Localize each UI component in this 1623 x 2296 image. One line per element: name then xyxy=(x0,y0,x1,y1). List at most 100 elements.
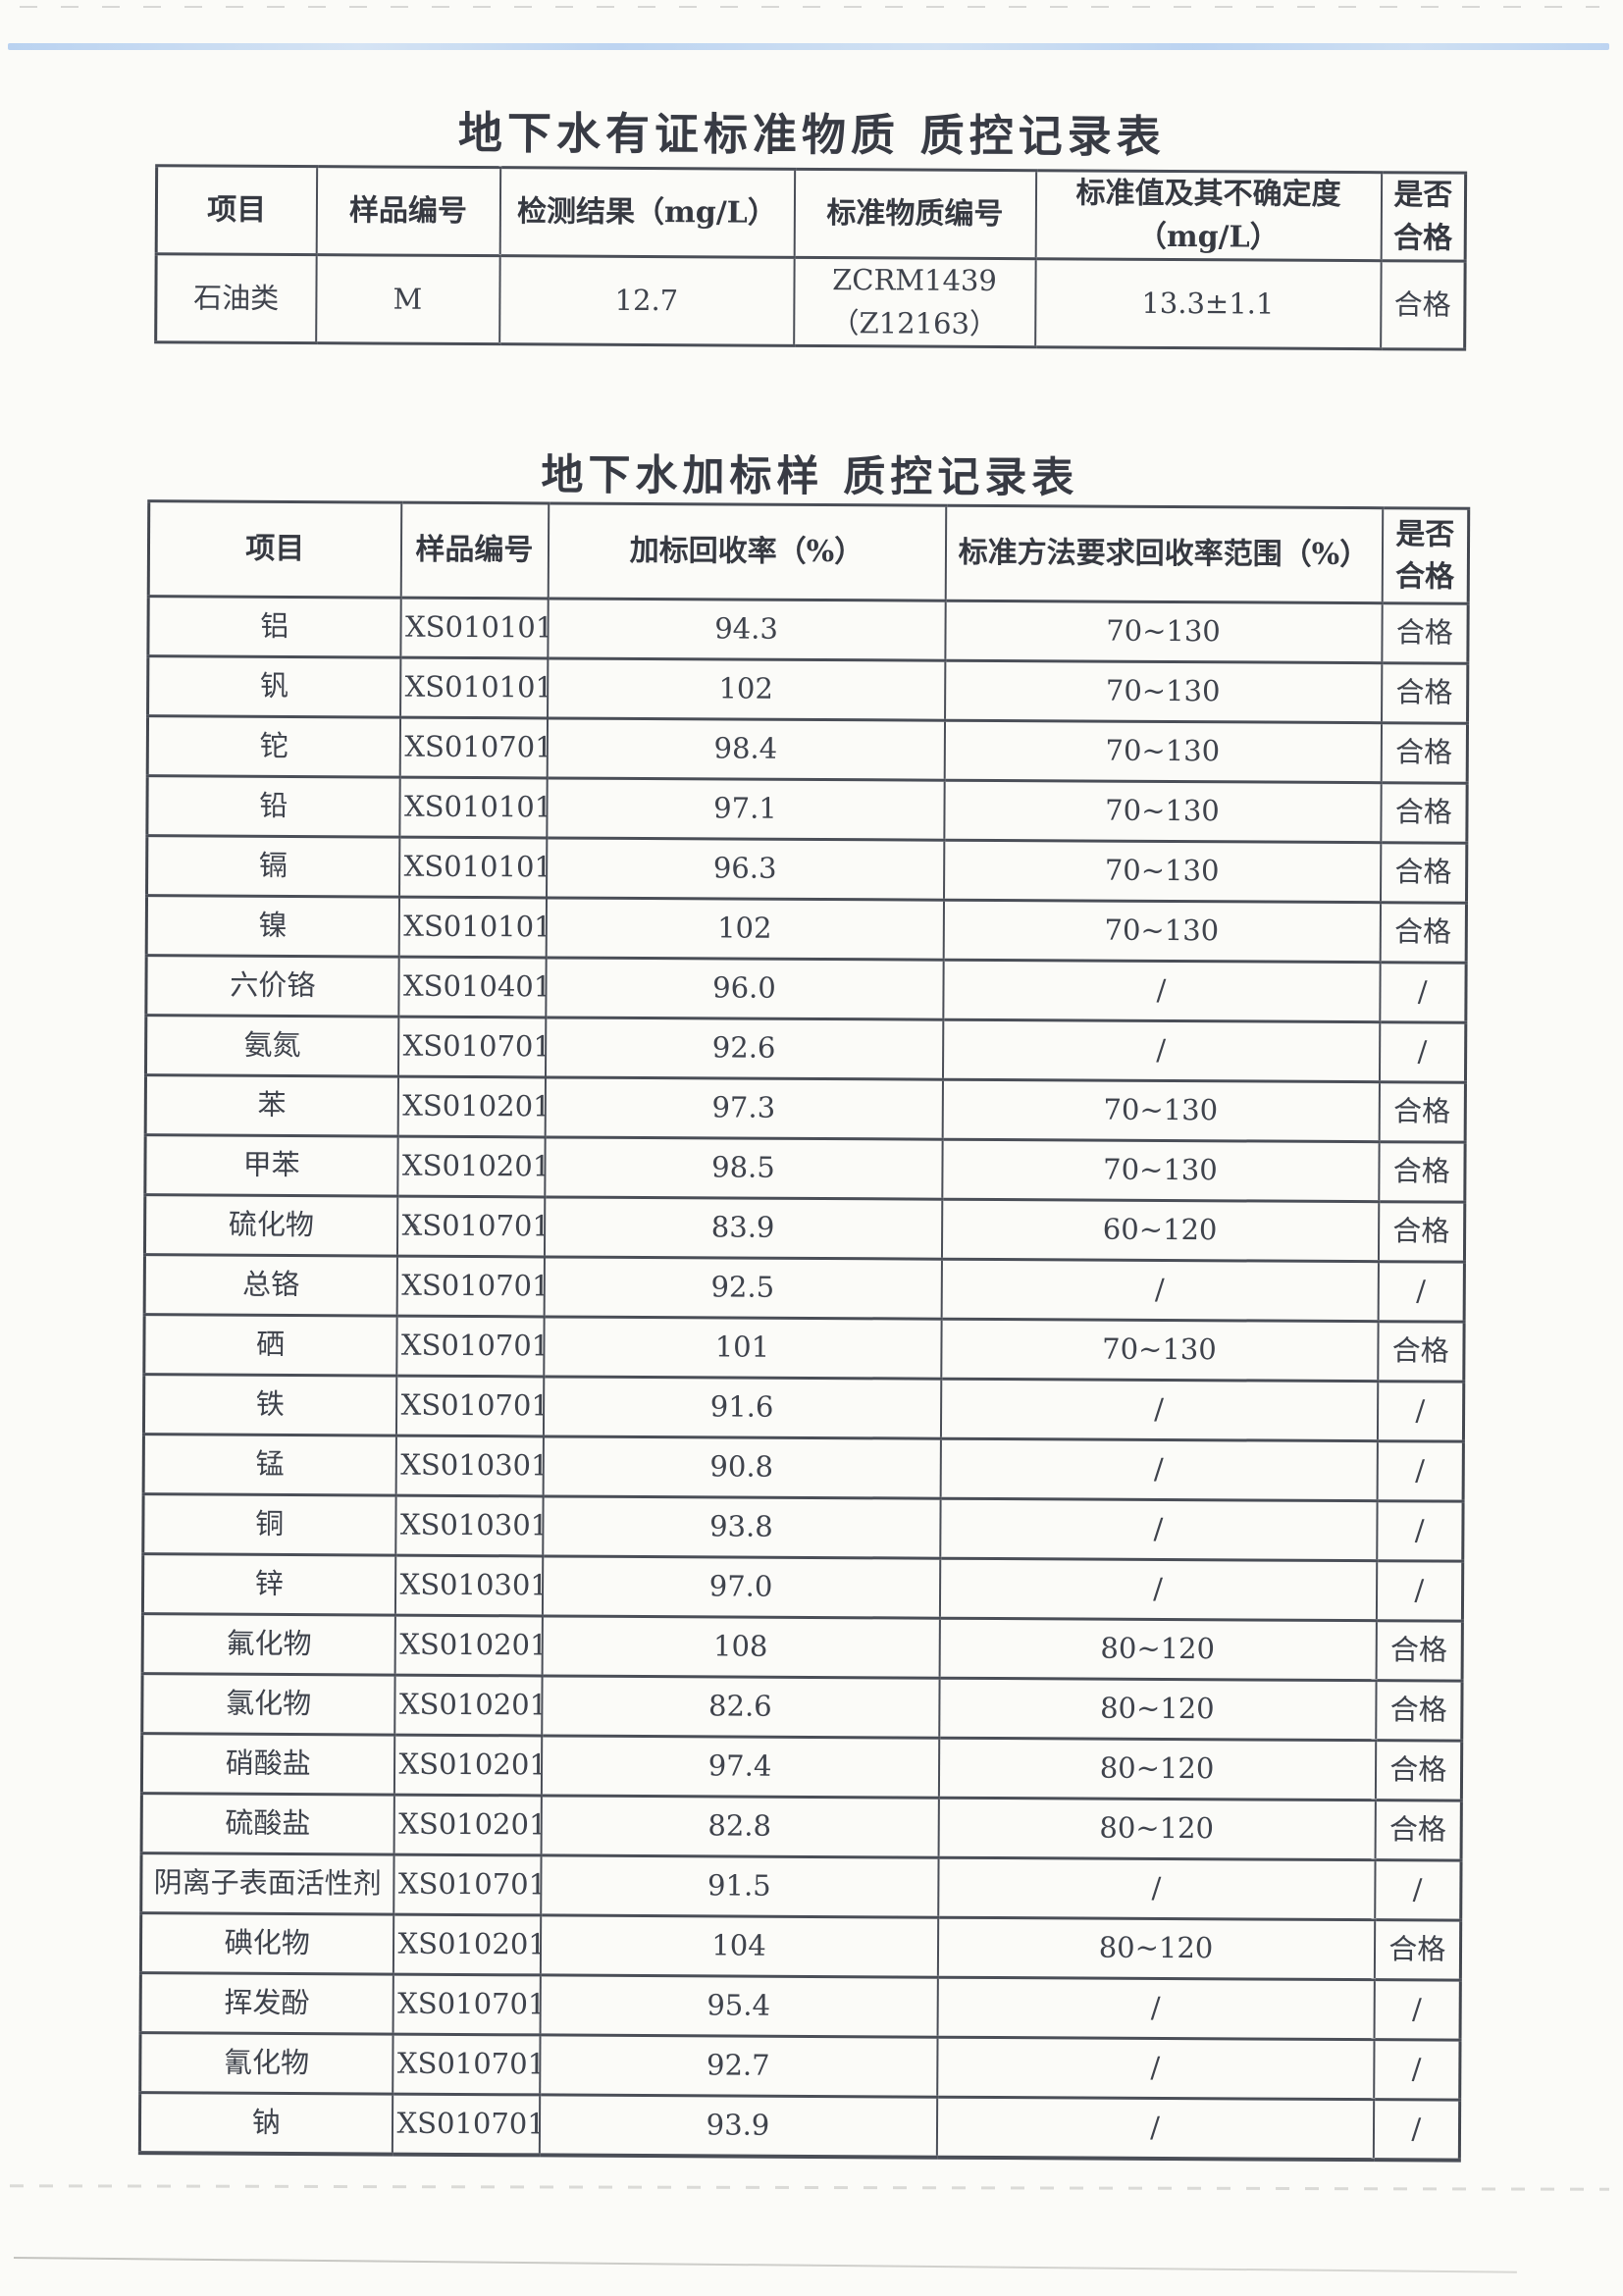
table-cell: XS010301 xyxy=(395,1435,544,1496)
table-cell: ZCRM1439 （Z12163） xyxy=(793,257,1036,347)
header-item: 项目 xyxy=(148,500,401,599)
table-cell: XS010701 xyxy=(392,2094,540,2156)
header-recovery-range: 标准方法要求回收率范围（%） xyxy=(945,505,1383,603)
table-row: 挥发酚 XS010701 95.4// xyxy=(140,1972,1461,2041)
table-cell: 氰化物 xyxy=(139,2032,393,2095)
header-result: 检测结果（mg/L） xyxy=(499,167,795,258)
table-row: 硫酸盐 XS010201 82.8 80~120 合格 xyxy=(141,1793,1462,1861)
table-cell: 合格 xyxy=(1375,1740,1462,1801)
table-cell: 锰 xyxy=(143,1434,396,1496)
table-cell: 合格 xyxy=(1381,722,1468,784)
table-cell: 合格 xyxy=(1377,1321,1465,1383)
table-cell: 镉 xyxy=(146,835,399,898)
table-cell: 104 xyxy=(540,1914,938,1978)
table-cell: 甲苯 xyxy=(144,1134,398,1197)
table-cell: XS010101 xyxy=(398,777,548,838)
table-cell: 80~120 xyxy=(938,1678,1377,1741)
table-cell: 80~120 xyxy=(938,1738,1376,1800)
table-cell: XS010401 xyxy=(397,957,547,1018)
table-cell: 70~130 xyxy=(943,780,1382,843)
table-row: 氰化物 XS010701 92.7// xyxy=(139,2032,1461,2101)
table-cell: / xyxy=(1374,1859,1462,1921)
table-cell: 91.5 xyxy=(540,1854,939,1918)
table-cell: 80~120 xyxy=(938,1798,1376,1860)
table-cell: 合格 xyxy=(1380,842,1467,904)
table-cell: 90.8 xyxy=(543,1435,941,1499)
scan-blue-line-artifact xyxy=(8,43,1609,50)
table-cell: M xyxy=(315,254,500,344)
table-cell: 合格 xyxy=(1378,1201,1465,1263)
table1-head: 项目 样品编号 检测结果（mg/L） 标准物质编号 标准值及其不确定度 （mg/… xyxy=(156,165,1466,262)
table-cell: XS010101 xyxy=(398,837,547,898)
table-cell: 70~130 xyxy=(941,1139,1380,1202)
table-row: 铁 XS010701 91.6// xyxy=(143,1374,1464,1442)
table-cell: XS010101 xyxy=(398,897,547,958)
table-cell: 挥发酚 xyxy=(140,1972,393,2035)
table-cell: 碘化物 xyxy=(140,1912,393,1975)
table-cell: 80~120 xyxy=(937,1917,1375,1980)
table-cell: XS010301 xyxy=(394,1555,543,1616)
table-row: 钒 XS010101 102 70~130 合格 xyxy=(147,655,1468,724)
table-cell: 合格 xyxy=(1379,1081,1466,1143)
table-cell: 12.7 xyxy=(498,255,795,346)
table-row: 硝酸盐 XS010201 97.4 80~120 合格 xyxy=(141,1733,1462,1801)
table-cell: XS010701 xyxy=(397,1017,546,1077)
table-cell: / xyxy=(1379,1021,1466,1083)
table-cell: 合格 xyxy=(1380,260,1466,350)
table-cell: XS010701 xyxy=(392,2034,541,2095)
table-cell: / xyxy=(940,1379,1378,1441)
table-cell: / xyxy=(942,1019,1380,1082)
table-cell: / xyxy=(942,960,1381,1022)
table-cell: 合格 xyxy=(1381,662,1468,724)
table-cell: 82.6 xyxy=(541,1675,940,1739)
table-cell: 合格 xyxy=(1375,1680,1463,1742)
table-cell: 石油类 xyxy=(155,253,317,343)
table-cell: / xyxy=(937,1977,1375,2040)
table-row: 甲苯 XS010201 98.5 70~130 合格 xyxy=(144,1134,1466,1203)
table-row: 铊 XS010701 98.4 70~130 合格 xyxy=(147,715,1468,784)
header-pass: 是否 合格 xyxy=(1381,172,1466,262)
table-cell: / xyxy=(936,2037,1375,2100)
table-cell: 94.3 xyxy=(547,598,946,661)
table-cell: 70~130 xyxy=(942,1079,1380,1142)
header-item: 项目 xyxy=(156,165,317,255)
table-cell: 70~130 xyxy=(943,840,1381,903)
table-row: 铝 XS010101 94.3 70~130 合格 xyxy=(147,596,1469,664)
table-cell: XS010701 xyxy=(393,1854,542,1915)
table-row: 总铬 XS010701 92.5// xyxy=(144,1254,1465,1323)
scan-tick-mark: ` xyxy=(409,1221,424,1251)
table-cell: 氟化物 xyxy=(142,1613,395,1676)
header-sample-id: 样品编号 xyxy=(400,502,549,599)
table-row: 石油类 M 12.7 ZCRM1439 （Z12163） 13.3±1.1 合格 xyxy=(155,253,1466,350)
header-recovery: 加标回收率（%） xyxy=(548,502,946,601)
table-cell: 98.4 xyxy=(547,717,945,781)
table-row: 氨氮 XS010701 92.6// xyxy=(145,1015,1466,1083)
table-cell: 锌 xyxy=(142,1553,395,1616)
crm-qc-table: 项目 样品编号 检测结果（mg/L） 标准物质编号 标准值及其不确定度 （mg/… xyxy=(154,164,1468,351)
table2-header-row: 项目 样品编号 加标回收率（%） 标准方法要求回收率范围（%） 是否 合格 xyxy=(148,500,1469,604)
table-cell: XS010201 xyxy=(396,1136,546,1197)
table-cell: 苯 xyxy=(145,1074,398,1137)
table-row: 阴离子表面活性剂 XS010701 91.5// xyxy=(140,1852,1462,1921)
header-pass: 是否 合格 xyxy=(1382,507,1469,604)
header-crm-id: 标准物质编号 xyxy=(794,169,1036,259)
table-cell: 13.3±1.1 xyxy=(1034,258,1382,349)
table2-head: 项目 样品编号 加标回收率（%） 标准方法要求回收率范围（%） 是否 合格 xyxy=(148,500,1469,604)
table-cell: 97.3 xyxy=(545,1076,943,1140)
table-cell: 102 xyxy=(546,897,944,961)
table-row: 氯化物 XS010201 82.6 80~120 合格 xyxy=(141,1673,1463,1742)
table-cell: / xyxy=(1377,1440,1464,1502)
table-cell: 铊 xyxy=(147,715,400,778)
table-cell: 合格 xyxy=(1380,902,1467,964)
table-cell: 97.4 xyxy=(541,1735,939,1799)
table-cell: 合格 xyxy=(1380,782,1468,844)
table-cell: 70~130 xyxy=(944,720,1382,783)
table-cell: 80~120 xyxy=(939,1618,1377,1681)
table-cell: 钠 xyxy=(139,2092,393,2155)
table-row: 铜 XS010301 93.8// xyxy=(142,1493,1464,1562)
table-cell: XS010201 xyxy=(393,1735,542,1796)
table-cell: 96.3 xyxy=(546,837,944,901)
table-cell: 93.9 xyxy=(539,2094,937,2158)
